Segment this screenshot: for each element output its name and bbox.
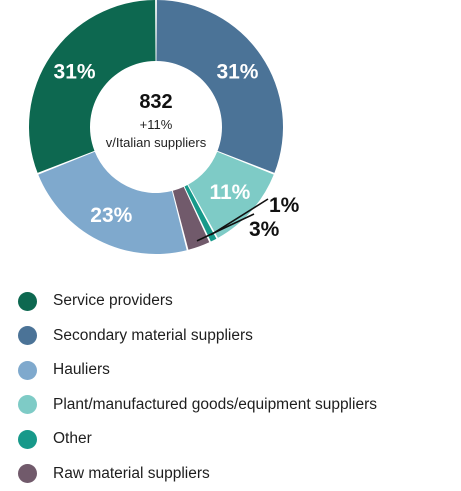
legend-label: Plant/manufactured goods/equipment suppl… [53,396,377,414]
legend-label: Service providers [53,292,173,310]
center-total: 832 [139,91,172,113]
legend-item-service-providers: Service providers [18,284,377,319]
legend-swatch [18,464,37,483]
legend-label: Other [53,430,92,448]
legend-swatch [18,395,37,414]
slice-label-plant-manufactured-goods-equipment-suppliers: 11% [209,181,250,204]
legend-label: Hauliers [53,361,110,379]
legend-item-secondary-material-suppliers: Secondary material suppliers [18,319,377,354]
legend-swatch [18,326,37,345]
slice-label-other: 1% [269,194,300,217]
legend-swatch [18,430,37,449]
legend-swatch [18,361,37,380]
slice-label-raw-material-suppliers: 3% [249,218,280,241]
legend-item-other: Other [18,422,377,457]
legend-swatch [18,292,37,311]
donut-chart: 31% 11% 1%3% 23% 31% 832 +11% v/Italian supp… [0,0,461,270]
slice-label-secondary-material-suppliers: 31% [216,61,258,84]
legend-label: Raw material suppliers [53,465,210,483]
slice-label-service-providers: 31% [54,61,96,84]
slice-label-hauliers: 23% [90,204,132,227]
legend-label: Secondary material suppliers [53,327,253,345]
chart-legend: Service providers Secondary material supp… [18,284,377,491]
legend-item-hauliers: Hauliers [18,353,377,388]
center-change: +11% [140,117,173,132]
center-note: v/Italian suppliers [106,135,207,150]
legend-item-plant-manufactured-goods-equipment-suppliers: Plant/manufactured goods/equipment suppl… [18,388,377,423]
